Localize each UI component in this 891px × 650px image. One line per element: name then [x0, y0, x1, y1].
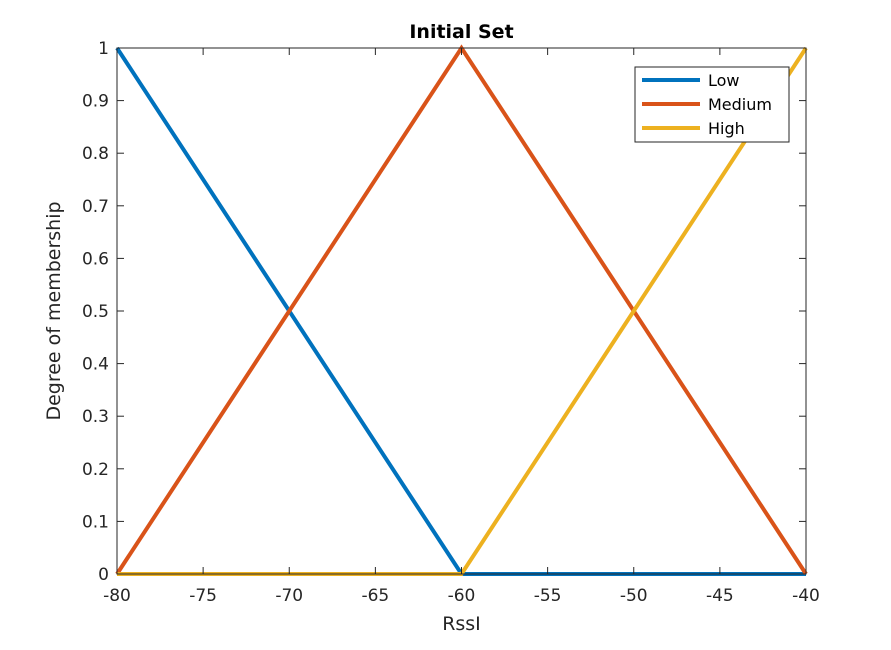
y-tick-label: 0 — [98, 565, 109, 585]
chart-title: Initial Set — [409, 21, 513, 43]
legend-label-medium: Medium — [708, 95, 772, 114]
x-axis-label: RssI — [442, 613, 481, 635]
x-tick-label: -50 — [620, 586, 648, 606]
x-tick-label: -75 — [189, 586, 217, 606]
y-tick-label: 0.6 — [82, 249, 109, 269]
legend-label-high: High — [708, 119, 745, 138]
y-tick-label: 0.8 — [82, 144, 109, 164]
y-tick-label: 0.3 — [82, 407, 109, 427]
y-tick-label: 1 — [98, 39, 109, 59]
y-tick-label: 0.2 — [82, 460, 109, 480]
x-tick-label: -45 — [706, 586, 734, 606]
y-axis-label: Degree of membership — [43, 201, 65, 420]
legend: Low Medium High — [634, 66, 790, 143]
x-tick-label: -80 — [103, 586, 131, 606]
x-tick-label: -65 — [361, 586, 389, 606]
x-tick-label: -70 — [275, 586, 303, 606]
y-tick-label: 0.9 — [82, 92, 109, 112]
y-tick-label: 0.7 — [82, 197, 109, 217]
plot-frame — [116, 47, 807, 575]
y-tick-label: 0.5 — [82, 302, 109, 322]
y-tick-label: 0.4 — [82, 355, 109, 375]
legend-label-low: Low — [708, 71, 740, 90]
x-tick-label: -55 — [534, 586, 562, 606]
y-tick-label: 0.1 — [82, 512, 109, 532]
x-tick-label: -40 — [792, 586, 820, 606]
x-tick-label: -60 — [448, 586, 476, 606]
tick-layer: -80 -75 -70 -65 -60 -55 -50 -45 -40 0 0.1 0.2 0.3 0.4… — [82, 39, 820, 606]
legend-items: Low Medium High — [642, 71, 772, 138]
